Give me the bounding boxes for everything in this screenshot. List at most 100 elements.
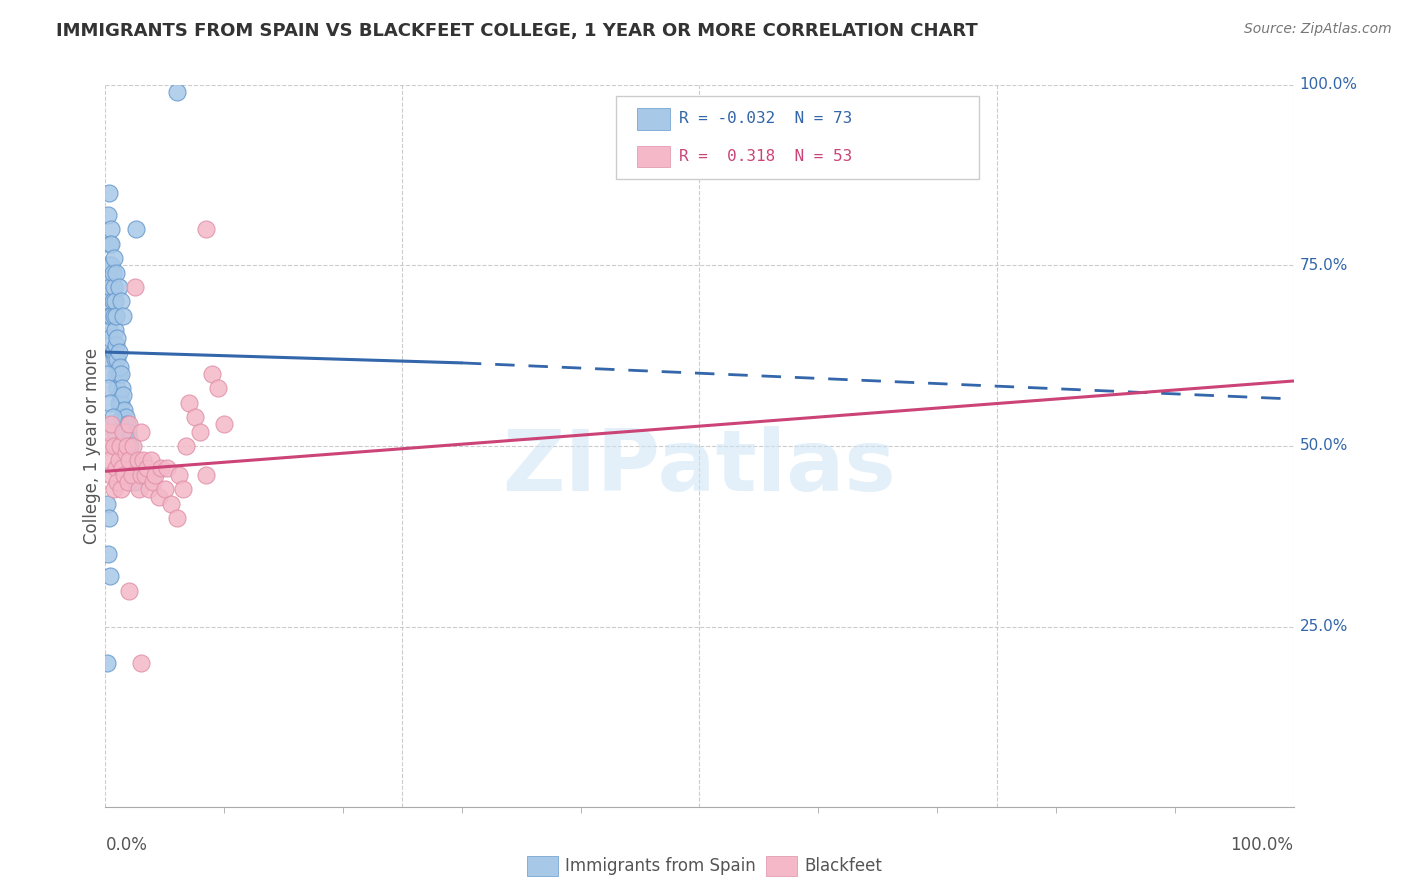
Point [97, 381, 120, 395]
Point [129, 656, 152, 670]
Bar [766, 856, 797, 876]
Point [107, 345, 129, 359]
Point [98, 395, 121, 409]
Point [174, 439, 197, 453]
Text: 100.0%: 100.0% [1299, 78, 1357, 92]
Point [183, 410, 205, 425]
Point [103, 345, 125, 359]
Point [101, 266, 124, 280]
Point [138, 483, 160, 497]
Point [117, 425, 139, 439]
Point [101, 345, 124, 359]
Point [115, 446, 138, 460]
Point [107, 367, 129, 381]
Point [107, 453, 129, 467]
Point [98, 259, 121, 273]
Text: 75.0%: 75.0% [1299, 258, 1348, 273]
Point [118, 432, 141, 446]
Bar [527, 856, 558, 876]
Point [105, 475, 128, 489]
Text: 100.0%: 100.0% [1230, 836, 1294, 855]
Point [101, 410, 124, 425]
Point [127, 453, 149, 467]
Point [104, 352, 127, 367]
Point [110, 395, 132, 409]
Point [100, 309, 122, 323]
Point [136, 460, 159, 475]
Text: Source: ZipAtlas.com: Source: ZipAtlas.com [1244, 22, 1392, 37]
Point [98, 273, 121, 287]
Point [105, 266, 128, 280]
Point [96, 656, 118, 670]
Point [98, 280, 121, 294]
Point [104, 425, 127, 439]
Point [104, 323, 127, 337]
Point [105, 381, 128, 395]
Point [132, 453, 155, 467]
Point [114, 446, 136, 460]
Text: IMMIGRANTS FROM SPAIN VS BLACKFEET COLLEGE, 1 YEAR OR MORE CORRELATION CHART: IMMIGRANTS FROM SPAIN VS BLACKFEET COLLE… [56, 22, 979, 40]
Point [156, 460, 179, 475]
Point [100, 236, 122, 251]
Point [100, 222, 122, 236]
Point [98, 511, 121, 525]
Point [105, 439, 128, 453]
Point [110, 367, 132, 381]
Point [214, 417, 236, 432]
Point [195, 467, 218, 482]
Point [110, 483, 132, 497]
Point [107, 395, 129, 409]
Point [172, 483, 194, 497]
Text: R =  0.318  N = 53: R = 0.318 N = 53 [679, 149, 852, 164]
Point [105, 367, 128, 381]
Point [103, 439, 125, 453]
Point [98, 323, 121, 337]
Text: Immigrants from Spain: Immigrants from Spain [565, 857, 756, 875]
Point [103, 280, 125, 294]
Point [112, 425, 135, 439]
Point [108, 388, 131, 402]
Point [121, 439, 143, 453]
Point [121, 467, 143, 482]
Point [124, 475, 146, 489]
Point [108, 359, 131, 374]
Point [117, 475, 139, 489]
Point [201, 367, 224, 381]
Text: R = -0.032  N = 73: R = -0.032 N = 73 [679, 112, 852, 127]
Point [122, 467, 145, 482]
Bar [637, 146, 669, 168]
Point [112, 417, 135, 432]
Point [96, 367, 118, 381]
Point [98, 331, 121, 345]
Text: Blackfeet: Blackfeet [804, 857, 882, 875]
Point [100, 417, 122, 432]
Point [98, 425, 121, 439]
Point [98, 309, 121, 323]
FancyBboxPatch shape [616, 95, 979, 178]
Point [101, 294, 124, 309]
Point [139, 453, 162, 467]
Point [114, 467, 136, 482]
Point [166, 85, 188, 99]
Point [118, 453, 141, 467]
Point [177, 395, 200, 409]
Point [153, 483, 176, 497]
Point [96, 352, 118, 367]
Point [190, 425, 212, 439]
Bar [637, 108, 669, 129]
Point [148, 490, 170, 504]
Text: 25.0%: 25.0% [1299, 619, 1348, 634]
Point [103, 251, 125, 265]
Point [98, 186, 121, 201]
Text: 0.0%: 0.0% [105, 836, 148, 855]
Point [207, 381, 229, 395]
Point [150, 460, 173, 475]
Point [167, 467, 190, 482]
Point [100, 467, 122, 482]
Point [97, 548, 120, 562]
Point [108, 439, 131, 453]
Point [97, 294, 120, 309]
Point [129, 467, 152, 482]
Point [98, 569, 121, 583]
Point [114, 439, 136, 453]
